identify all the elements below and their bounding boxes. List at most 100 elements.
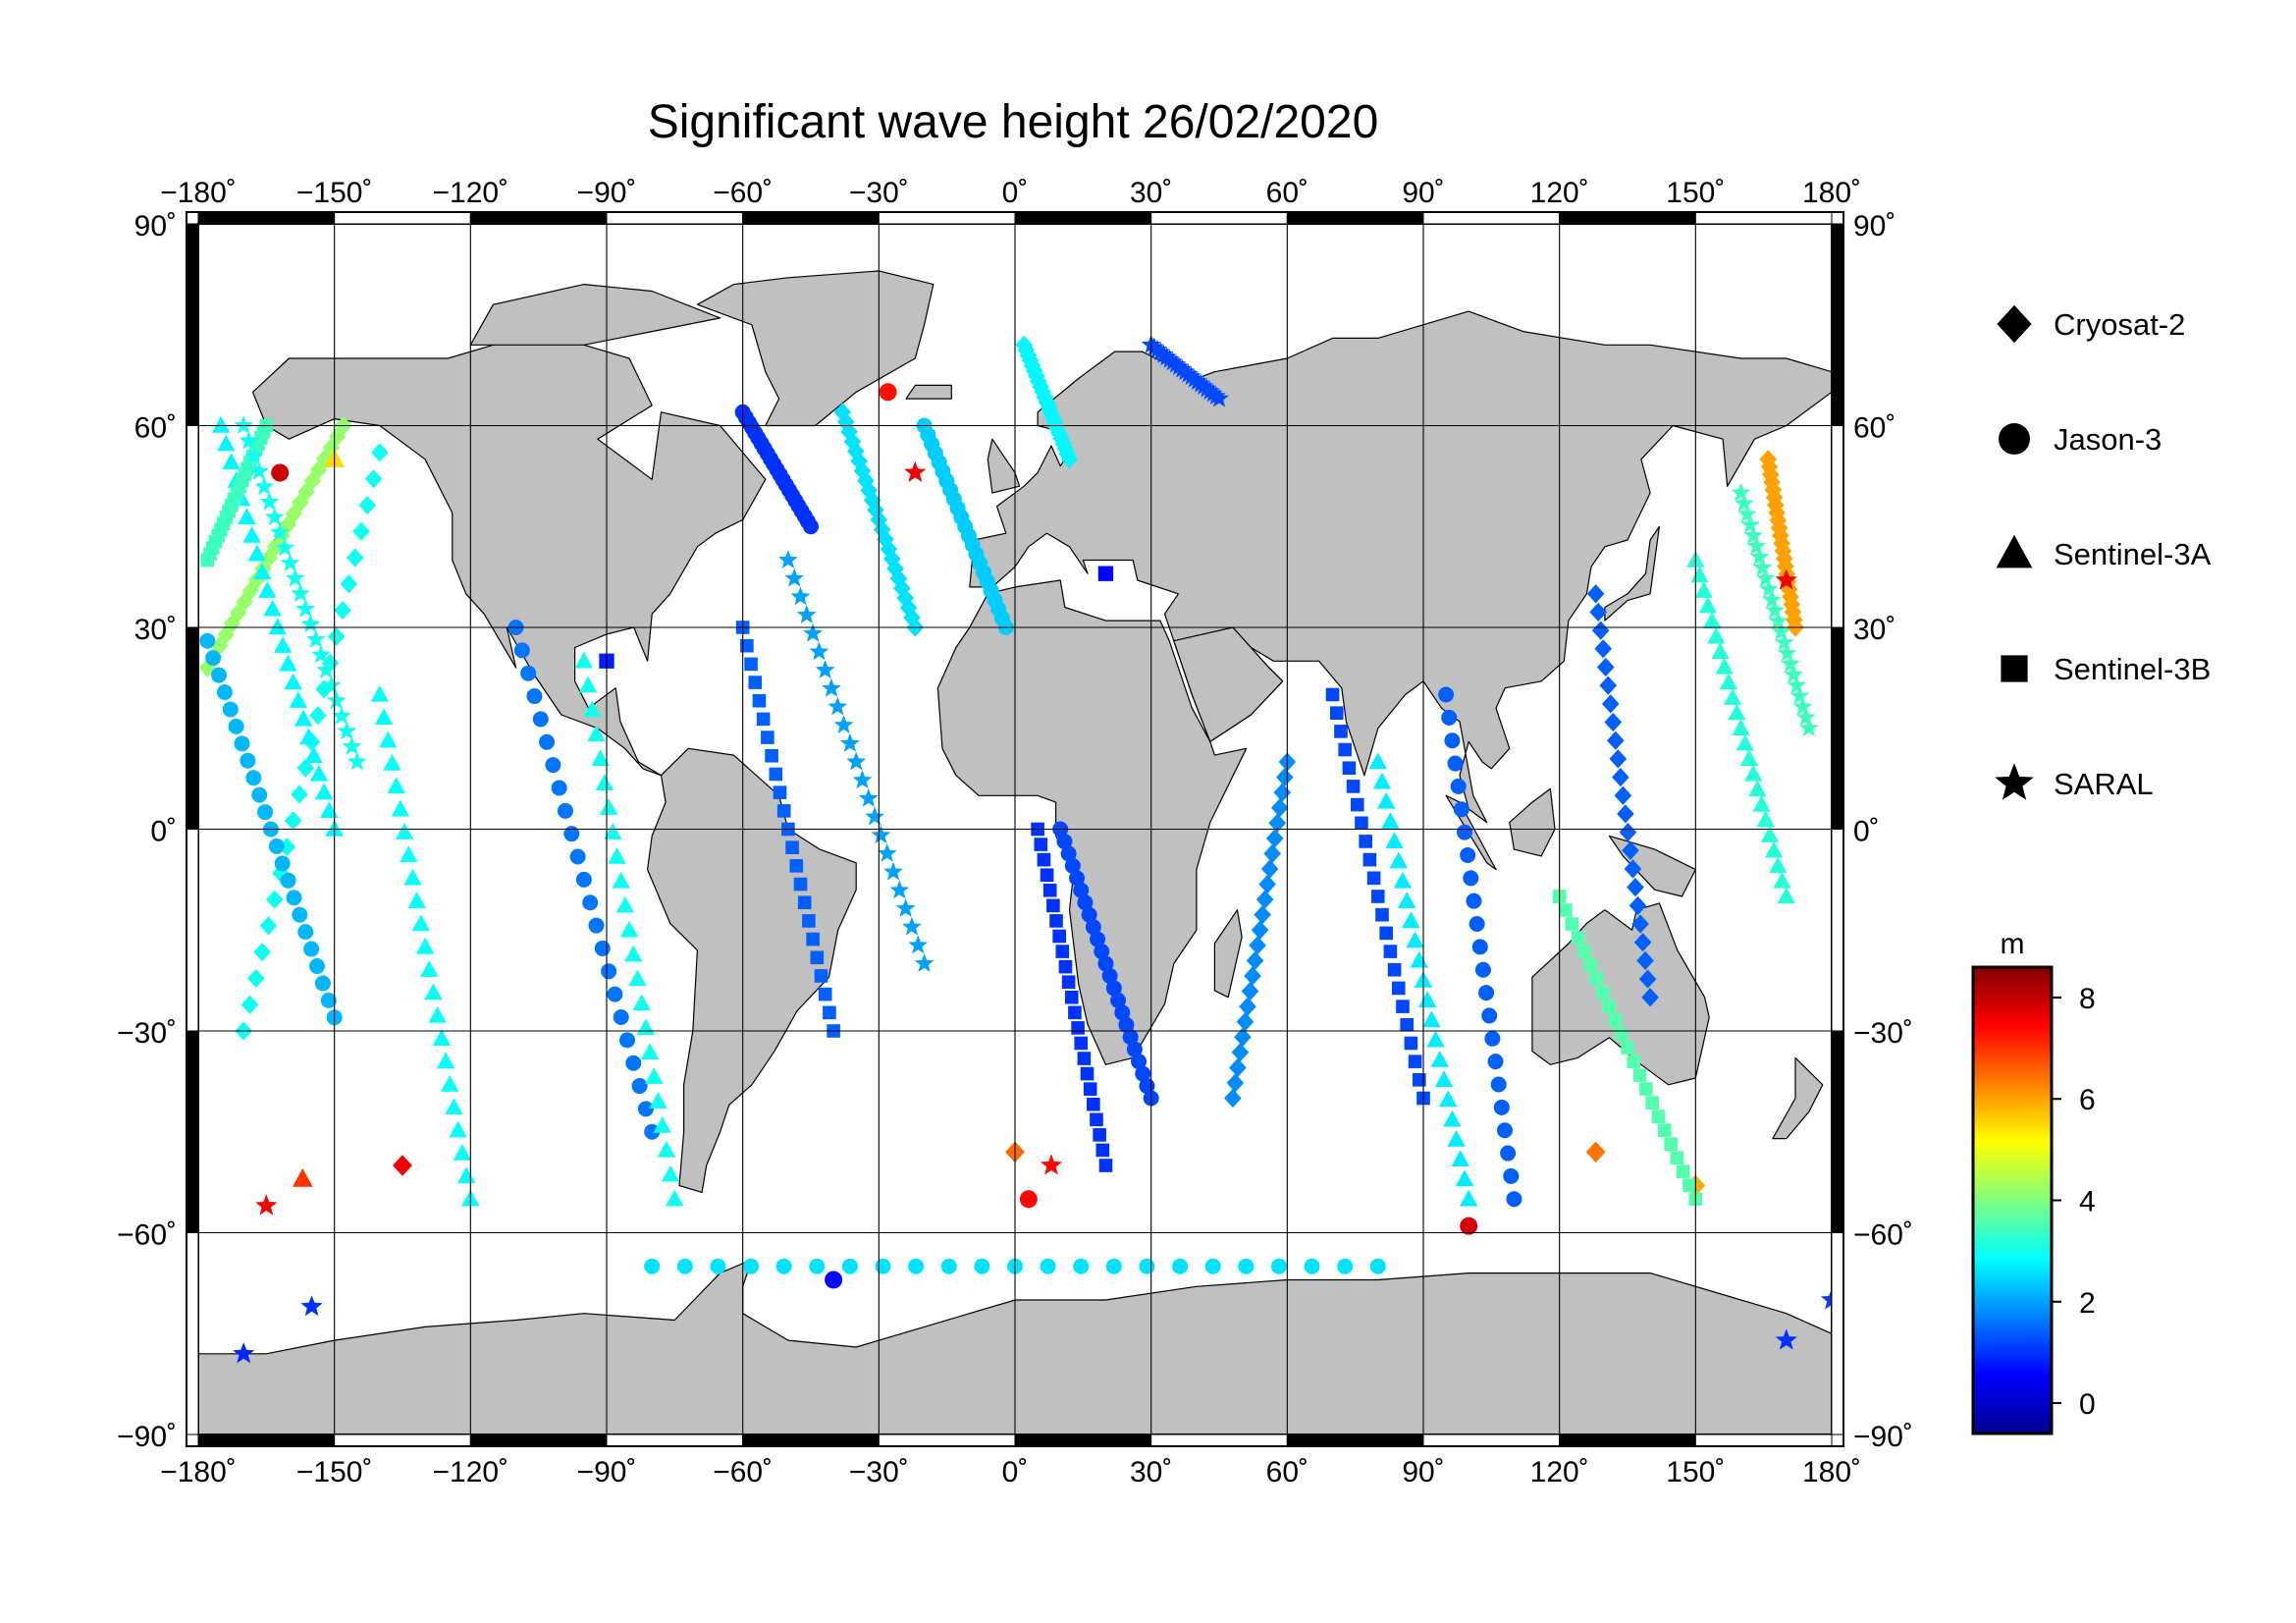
diamond-marker [371,443,389,462]
star-marker [803,622,823,642]
square-marker [1387,962,1402,977]
square-marker [1589,972,1604,986]
circle-marker [1040,1258,1056,1274]
lon-tick-label-top: −150˚ [296,177,373,209]
star-marker [784,568,805,587]
square-marker [810,950,825,965]
star-marker [1166,353,1186,373]
circle-marker [1069,870,1086,887]
star-marker [1771,622,1791,641]
triangle-marker [1707,626,1726,644]
square-marker [1559,903,1573,917]
legend-item: SARAL [1995,763,2154,801]
diamond-marker [1260,859,1279,879]
circle-marker [1204,1258,1221,1274]
diamond-marker [247,968,265,989]
triangle-marker [1739,749,1759,767]
star-marker [1200,381,1220,400]
land-uk [987,438,1021,494]
circle-marker [1484,1030,1501,1047]
triangle-marker [1451,1150,1470,1166]
triangle-marker [640,1043,660,1059]
triangle-marker [379,730,398,748]
circle-marker [588,917,605,934]
diamond-marker [296,758,315,778]
star-marker [321,675,342,694]
diamond-marker [1596,657,1615,677]
triangle-marker [1447,1129,1466,1147]
legend-circle-icon [1999,423,2030,455]
lon-tick-label-top: 60˚ [1266,177,1308,209]
circle-marker [297,924,314,941]
square-marker [1571,931,1585,945]
triangle-marker [420,960,439,977]
square-marker [1077,1052,1092,1065]
square-marker [748,676,763,689]
star-marker [1737,504,1757,523]
triangle-marker [1715,657,1734,675]
diamond-marker [278,837,296,857]
diamond-marker [259,916,278,936]
triangle-marker [583,700,602,718]
star-marker [1746,536,1767,555]
frame-top-band [1150,211,1288,225]
circle-marker [1457,824,1473,840]
star-marker [285,568,305,587]
triangle-marker [599,798,618,815]
triangle-marker [1752,794,1771,812]
diamond-marker [1624,859,1642,879]
square-marker [1608,1013,1623,1027]
square-marker [1040,868,1054,883]
land-japan [1604,525,1661,622]
triangle-marker [1735,733,1754,751]
diamond-marker [1236,1012,1255,1032]
triangle-marker [1393,871,1413,889]
square-marker [1370,890,1385,903]
square-marker [1061,975,1076,989]
square-marker [1071,1021,1085,1035]
circle-marker [569,848,586,865]
star-marker [280,553,300,571]
diamond-marker [1586,584,1605,604]
diamond-marker [265,890,284,909]
land-arabia [1173,626,1284,743]
triangle-marker [252,563,272,580]
triangle-marker [1728,703,1746,721]
square-marker [1595,986,1610,1000]
frame-right-band [1831,626,1844,830]
frame-bottom-band [1150,1434,1288,1447]
circle-marker [1073,882,1090,898]
square-marker [806,932,820,947]
circle-marker [974,1258,990,1274]
star-marker [1768,611,1789,630]
lon-tick-label-bottom: 30˚ [1130,1456,1172,1488]
square-marker [1614,1027,1629,1041]
square-marker [776,804,791,818]
lon-tick-label-top: 150˚ [1666,177,1725,209]
circle-marker [309,957,326,974]
triangle-marker [424,983,443,1001]
star-marker [291,583,310,603]
triangle-marker [608,846,626,864]
diamond-marker [1270,798,1289,818]
triangle-marker [1402,911,1420,929]
circle-marker [1139,1258,1155,1274]
diamond-marker [1604,712,1623,732]
triangle-marker [1439,1090,1458,1108]
square-marker [1627,1055,1641,1068]
star-marker [840,732,860,752]
diamond-marker [1229,1057,1247,1077]
lon-tick-label-bottom: −90˚ [577,1456,637,1488]
star-marker [1209,388,1229,407]
star-marker [778,550,798,568]
square-marker [765,748,778,763]
diamond-marker [1226,1073,1245,1093]
star-marker [877,843,897,862]
frame-top-band [1286,211,1424,225]
star-marker [895,898,916,917]
diamond-marker [1268,813,1287,833]
lon-tick-label-bottom: 90˚ [1402,1456,1444,1488]
triangle-marker [273,636,293,653]
diamond-marker [1224,1088,1242,1109]
